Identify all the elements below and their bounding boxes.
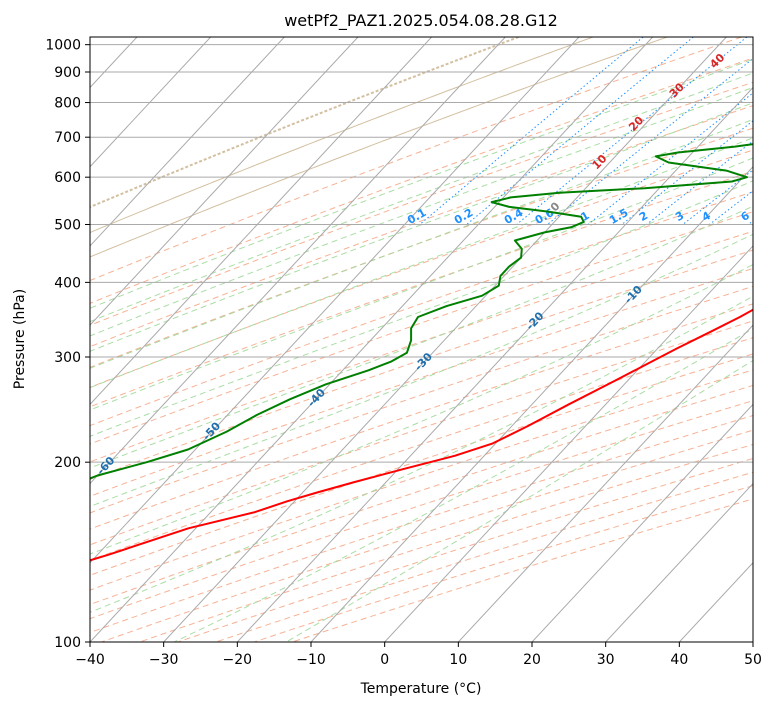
y-axis-label: Pressure (hPa) — [12, 289, 28, 389]
temperature-profile — [90, 308, 753, 562]
isotherm-line — [90, 37, 285, 247]
moist-adiabat-line — [90, 72, 753, 323]
y-tick-label: 1000 — [45, 38, 81, 54]
x-tick-label: −40 — [75, 652, 105, 668]
y-tick-label: 800 — [54, 96, 81, 112]
isotherm-line — [163, 37, 727, 642]
isotherm-line — [90, 37, 433, 406]
curved-dry-line — [90, 37, 594, 234]
x-tick-label: 50 — [744, 652, 762, 668]
x-tick-label: 10 — [449, 652, 467, 668]
y-tick-label: 700 — [54, 130, 81, 146]
dewpoint-profile — [90, 143, 753, 480]
y-tick-label: 400 — [54, 275, 81, 291]
mixing-ratio-line — [547, 57, 753, 225]
isotherm-line — [310, 165, 753, 642]
isotherm-line — [90, 37, 580, 564]
dry-adiabat-line — [90, 211, 753, 445]
isotherm-line — [457, 324, 753, 642]
profiles — [90, 143, 753, 562]
y-tick-label: 200 — [54, 455, 81, 471]
isotherm-line — [236, 86, 753, 642]
y-tick-label: 300 — [54, 350, 81, 366]
mixing-ratio-line — [419, 37, 644, 225]
x-tick-label: 0 — [380, 652, 389, 668]
dry-adiabat-line — [90, 267, 753, 497]
x-tick-label: −30 — [149, 652, 179, 668]
plot-frame — [89, 36, 754, 643]
x-tick-label: 40 — [670, 652, 688, 668]
dry-adiabat-line — [90, 249, 753, 480]
isotherm-line — [531, 403, 753, 642]
isotherm-line — [90, 37, 506, 485]
y-tick-label: 500 — [54, 217, 81, 233]
dry-adiabat-line — [90, 191, 753, 427]
isotherm-line — [90, 37, 212, 168]
y-tick-label: 100 — [54, 635, 81, 651]
moist-adiabat-line — [90, 295, 753, 613]
moist-adiabat-line — [90, 264, 753, 555]
dry-adiabat-line — [90, 303, 753, 530]
x-tick-label: 20 — [523, 652, 541, 668]
mixing-ratio-line — [516, 37, 748, 225]
dry-adiabat-line — [90, 149, 753, 388]
moist-adiabat-line — [90, 180, 753, 437]
moist-adiabat-line — [90, 137, 753, 389]
mixing-ratio-line — [646, 140, 753, 225]
moist-adiabat-line — [90, 205, 753, 469]
x-tick-label: −10 — [296, 652, 326, 668]
moist-adiabat-line — [90, 157, 753, 411]
isotherm-line — [90, 37, 359, 326]
dry-adiabat-line — [90, 353, 753, 576]
dry-adiabat-line — [90, 105, 753, 348]
moist-adiabat-line — [173, 328, 753, 642]
x-tick-label: −20 — [223, 652, 253, 668]
isotherm-line — [90, 37, 654, 642]
dry-adiabat-line — [90, 57, 753, 304]
moist-adiabat-line — [90, 86, 753, 337]
chart-title: wetPf2_PAZ1.2025.054.08.28.G12 — [284, 11, 558, 31]
y-tick-label: 600 — [54, 170, 81, 186]
reference-lines — [90, 37, 753, 642]
x-tick-label: 30 — [597, 652, 615, 668]
dry-adiabat-line — [90, 320, 753, 546]
isotherm-line — [384, 245, 753, 642]
mixing-ratio-line — [587, 92, 753, 225]
isotherm-line — [605, 482, 753, 642]
dry-adiabat-line — [90, 369, 753, 591]
curved-dry-line — [90, 37, 668, 258]
axes: −40 −30 −20 −10 0 10 20 30 40 50 100 200 300 400 500 60… — [45, 38, 762, 668]
x-axis-label: Temperature (°C) — [360, 681, 482, 697]
y-tick-label: 900 — [54, 65, 81, 81]
